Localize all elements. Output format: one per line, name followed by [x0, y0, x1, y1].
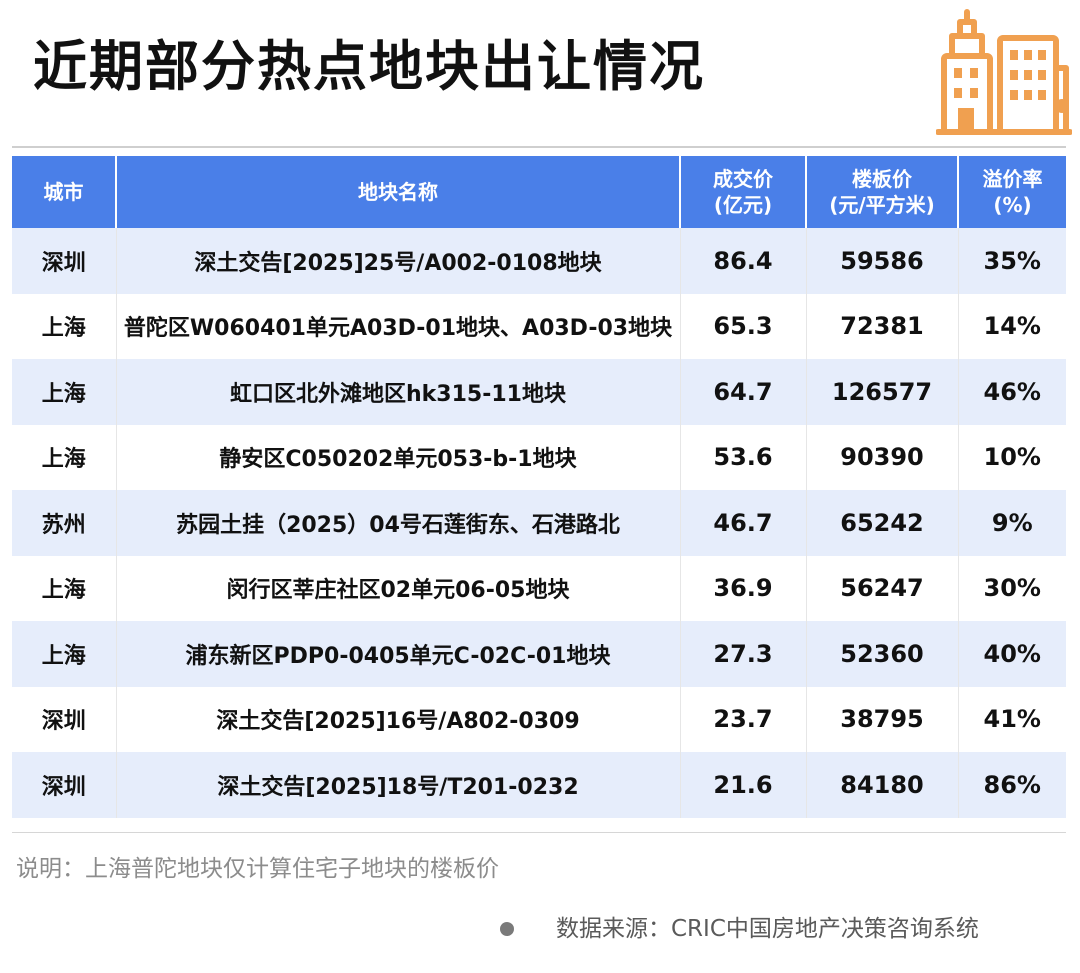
cell-parcel-name: 深土交告[2025]18号/T201-0232: [116, 752, 681, 818]
building-icon: [936, 9, 1072, 135]
col-header-parcel-name: 地块名称: [116, 156, 681, 228]
cell-deal-price: 21.6: [680, 752, 807, 818]
cell-premium-rate: 41%: [958, 686, 1066, 752]
cell-city: 上海: [12, 424, 117, 490]
cell-premium-rate: 46%: [958, 359, 1066, 425]
cell-premium-rate: 86%: [958, 752, 1066, 818]
cell-deal-price: 46.7: [680, 490, 807, 556]
footnote: 说明：上海普陀地块仅计算住宅子地块的楼板价: [16, 856, 499, 882]
cell-floor-price: 52360: [806, 621, 959, 687]
table-row: 上海 静安区C050202单元053-b-1地块 53.6 90390 10%: [12, 424, 1066, 490]
col-header-city: 城市: [12, 156, 117, 228]
col-header-premium-rate: 溢价率 (%): [958, 156, 1066, 228]
cell-parcel-name: 苏园土挂（2025）04号石莲街东、石港路北: [116, 490, 681, 556]
cell-city: 上海: [12, 293, 117, 359]
table-row: 苏州 苏园土挂（2025）04号石莲街东、石港路北 46.7 65242 9%: [12, 490, 1066, 556]
cell-city: 深圳: [12, 686, 117, 752]
cell-floor-price: 56247: [806, 555, 959, 621]
cell-deal-price: 65.3: [680, 293, 807, 359]
cell-parcel-name: 虹口区北外滩地区hk315-11地块: [116, 359, 681, 425]
cell-premium-rate: 9%: [958, 490, 1066, 556]
table-bottom-divider: [12, 832, 1066, 833]
cell-city: 上海: [12, 621, 117, 687]
cell-floor-price: 38795: [806, 686, 959, 752]
cell-floor-price: 126577: [806, 359, 959, 425]
cell-city: 上海: [12, 359, 117, 425]
cell-deal-price: 36.9: [680, 555, 807, 621]
page-title: 近期部分热点地块出让情况: [33, 35, 705, 98]
cell-city: 深圳: [12, 228, 117, 294]
cell-parcel-name: 普陀区W060401单元A03D-01地块、A03D-03地块: [116, 293, 681, 359]
table-header-row: 城市 地块名称 成交价 (亿元) 楼板价 (元/平方米) 溢价率 (%): [12, 156, 1066, 228]
table-row: 上海 普陀区W060401单元A03D-01地块、A03D-03地块 65.3 …: [12, 293, 1066, 359]
data-source: 数据来源：CRIC中国房地产决策咨询系统: [556, 916, 979, 942]
land-sales-table: 城市 地块名称 成交价 (亿元) 楼板价 (元/平方米) 溢价率 (%) 深圳 深土交…: [12, 156, 1066, 818]
cell-parcel-name: 深土交告[2025]25号/A002-0108地块: [116, 228, 681, 294]
source-line: 数据来源：CRIC中国房地产决策咨询系统: [500, 911, 1070, 947]
cell-premium-rate: 35%: [958, 228, 1066, 294]
cell-premium-rate: 30%: [958, 555, 1066, 621]
col-header-floor-price: 楼板价 (元/平方米): [806, 156, 959, 228]
cell-city: 上海: [12, 555, 117, 621]
table-row: 上海 虹口区北外滩地区hk315-11地块 64.7 126577 46%: [12, 359, 1066, 425]
cell-city: 深圳: [12, 752, 117, 818]
cell-parcel-name: 深土交告[2025]16号/A802-0309: [116, 686, 681, 752]
col-header-deal-price: 成交价 (亿元): [680, 156, 807, 228]
cell-deal-price: 27.3: [680, 621, 807, 687]
title-divider: [12, 146, 1066, 148]
cell-parcel-name: 闵行区莘庄社区02单元06-05地块: [116, 555, 681, 621]
table-row: 深圳 深土交告[2025]18号/T201-0232 21.6 84180 86…: [12, 752, 1066, 818]
cell-deal-price: 86.4: [680, 228, 807, 294]
cell-floor-price: 90390: [806, 424, 959, 490]
cell-premium-rate: 40%: [958, 621, 1066, 687]
cell-deal-price: 64.7: [680, 359, 807, 425]
cell-floor-price: 65242: [806, 490, 959, 556]
cell-floor-price: 59586: [806, 228, 959, 294]
table-row: 深圳 深土交告[2025]16号/A802-0309 23.7 38795 41…: [12, 686, 1066, 752]
cell-premium-rate: 14%: [958, 293, 1066, 359]
table-row: 深圳 深土交告[2025]25号/A002-0108地块 86.4 59586 …: [12, 228, 1066, 294]
cell-deal-price: 53.6: [680, 424, 807, 490]
cell-city: 苏州: [12, 490, 117, 556]
bullet-icon: [500, 922, 514, 936]
cell-floor-price: 84180: [806, 752, 959, 818]
cell-parcel-name: 浦东新区PDP0-0405单元C-02C-01地块: [116, 621, 681, 687]
cell-parcel-name: 静安区C050202单元053-b-1地块: [116, 424, 681, 490]
cell-premium-rate: 10%: [958, 424, 1066, 490]
table-row: 上海 闵行区莘庄社区02单元06-05地块 36.9 56247 30%: [12, 555, 1066, 621]
cell-floor-price: 72381: [806, 293, 959, 359]
table-row: 上海 浦东新区PDP0-0405单元C-02C-01地块 27.3 52360 …: [12, 621, 1066, 687]
cell-deal-price: 23.7: [680, 686, 807, 752]
